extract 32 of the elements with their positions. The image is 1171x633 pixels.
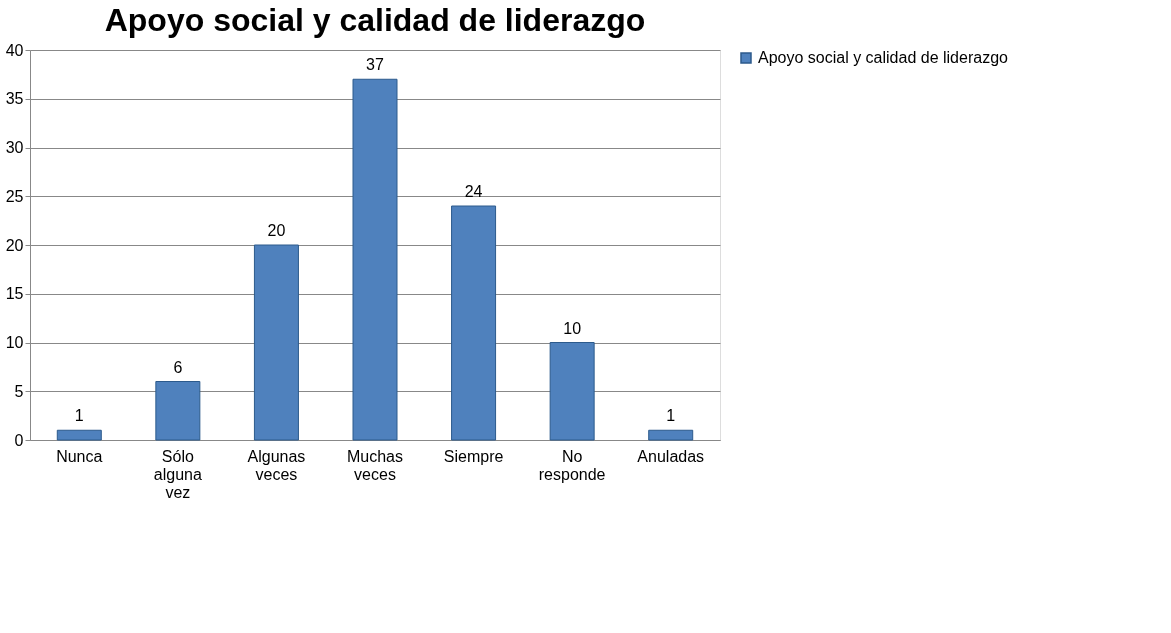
x-tick-label: Anuladas (637, 447, 705, 465)
data-label: 24 (464, 183, 483, 200)
x-tick-label: Siempre (443, 447, 504, 465)
bar (451, 205, 497, 441)
y-tick-label: 10 (5, 334, 24, 351)
data-label: 1 (74, 407, 84, 425)
data-label: 6 (173, 358, 183, 376)
x-tick-label: Nunca (56, 447, 103, 465)
y-tick-label: 35 (5, 90, 24, 108)
x-tick-label: Algunas veces (247, 447, 306, 483)
legend-label: Apoyo social y calidad de liderazgo (758, 49, 1009, 66)
bar (352, 78, 398, 441)
y-tick-label: 20 (5, 236, 24, 254)
data-label: 20 (267, 222, 286, 239)
x-tick-label: Sólo alguna vez (153, 447, 202, 501)
bar (648, 429, 694, 441)
data-label: 1 (666, 407, 676, 425)
x-tick-label: Muchas veces (346, 447, 404, 483)
y-tick-label: 30 (5, 139, 24, 156)
y-tick-label: 5 (14, 382, 24, 400)
y-tick-label: 40 (5, 41, 24, 59)
bar (155, 381, 201, 441)
bar (56, 429, 102, 441)
bar (253, 244, 299, 441)
y-tick-label: 15 (5, 285, 24, 303)
y-tick-label: 25 (5, 187, 24, 205)
chart-title: Apoyo social y calidad de liderazgo (104, 2, 646, 38)
bar (549, 342, 595, 441)
y-tick-label: 0 (14, 431, 24, 449)
data-label: 10 (563, 319, 582, 337)
x-tick-label: No responde (538, 447, 606, 483)
data-label: 37 (366, 56, 384, 74)
